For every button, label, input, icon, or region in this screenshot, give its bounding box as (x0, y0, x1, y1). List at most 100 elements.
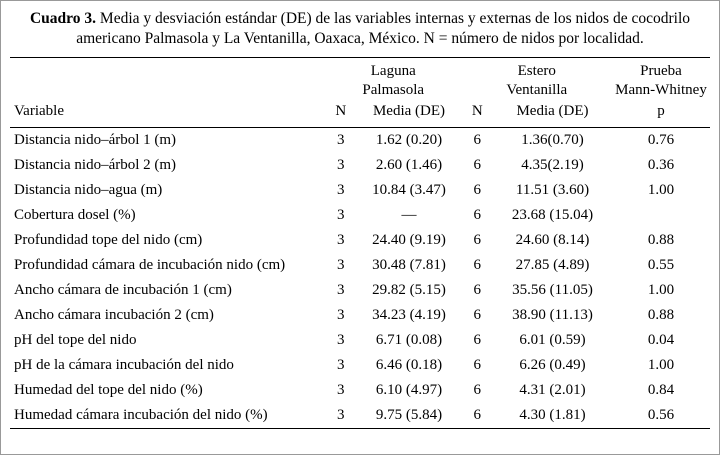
media-palmasola-cell: 30.48 (7.81) (372, 256, 446, 273)
p-value-cell: 1.00 (647, 356, 675, 373)
variable-cell: Profundidad cámara de incubación nido (c… (14, 256, 286, 273)
group-header-line: Laguna (370, 62, 416, 79)
media-palmasola-cell: 34.23 (4.19) (372, 306, 446, 323)
variable-cell: Ancho cámara incubación 2 (cm) (14, 306, 214, 323)
n-ventanilla-cell: 6 (473, 181, 482, 198)
table-row: Ancho cámara de incubación 1 (cm) 3 29.8… (10, 278, 710, 303)
n-ventanilla-cell: 6 (473, 306, 482, 323)
variable-cell: Ancho cámara de incubación 1 (cm) (14, 281, 232, 298)
group-header-ventanilla: Estero Ventanilla (462, 57, 613, 102)
group-header-line: Prueba (640, 62, 682, 79)
p-value-cell: 0.76 (647, 131, 675, 148)
n-palmasola-cell: 3 (337, 231, 345, 248)
variable-cell: Cobertura dosel (%) (14, 206, 136, 223)
media-palmasola-cell: 6.46 (0.18) (375, 356, 443, 373)
media-ventanilla-cell: 4.35(2.19) (521, 156, 584, 173)
table-row: Profundidad tope del nido (cm) 3 24.40 (… (10, 228, 710, 253)
n-palmasola-cell: 3 (337, 156, 345, 173)
media-ventanilla-cell: 6.01 (0.59) (519, 331, 586, 348)
media-ventanilla-cell: 4.30 (1.81) (519, 406, 586, 423)
column-header-n-palmasola: N (325, 101, 357, 128)
n-ventanilla-cell: 6 (473, 406, 482, 423)
media-ventanilla-cell: 6.26 (0.49) (519, 356, 586, 373)
group-header-line: Estero (517, 62, 556, 79)
n-ventanilla-cell: 6 (473, 206, 482, 223)
n-ventanilla-cell: 6 (473, 381, 482, 398)
media-palmasola-cell: — (401, 206, 417, 223)
table-row: Distancia nido–árbol 1 (m) 3 1.62 (0.20)… (10, 127, 710, 153)
media-ventanilla-cell: 1.36(0.70) (521, 131, 584, 148)
variable-cell: pH del tope del nido (14, 331, 137, 348)
column-header-media-palmasola: Media (DE) (356, 101, 462, 128)
variable-cell: Profundidad tope del nido (cm) (14, 231, 203, 248)
n-palmasola-cell: 3 (337, 181, 345, 198)
n-ventanilla-cell: 6 (473, 281, 482, 298)
column-header-n-ventanilla: N (461, 101, 493, 128)
media-ventanilla-cell: 24.60 (8.14) (515, 231, 590, 248)
n-palmasola-cell: 3 (337, 281, 345, 298)
media-ventanilla-cell: 11.51 (3.60) (515, 181, 590, 198)
p-value-cell: 0.56 (647, 406, 675, 423)
media-ventanilla-cell: 38.90 (11.13) (512, 306, 593, 323)
media-ventanilla-cell: 35.56 (11.05) (512, 281, 593, 298)
table-row: Distancia nido–árbol 2 (m) 3 2.60 (1.46)… (10, 153, 710, 178)
table-caption-label: Cuadro 3. (29, 10, 97, 27)
table-row: pH del tope del nido 3 6.71 (0.08) 6 6.0… (10, 328, 710, 353)
group-header-line: Mann-Whitney (615, 82, 707, 99)
n-palmasola-cell: 3 (337, 356, 345, 373)
column-header-p: p (612, 101, 710, 128)
table-row: Humedad del tope del nido (%) 3 6.10 (4.… (10, 378, 710, 403)
media-palmasola-cell: 6.71 (0.08) (375, 331, 443, 348)
group-header-spacer (10, 57, 325, 102)
p-value-cell: 0.55 (647, 256, 675, 273)
n-palmasola-cell: 3 (337, 131, 345, 148)
n-palmasola-cell: 3 (337, 331, 345, 348)
results-table: Laguna Palmasola Estero Ventanilla Prueb… (10, 56, 710, 429)
table-row: Ancho cámara incubación 2 (cm) 3 34.23 (… (10, 303, 710, 328)
n-ventanilla-cell: 6 (473, 156, 482, 173)
variable-cell: Distancia nido–agua (m) (14, 181, 163, 198)
column-header-row: Variable N Media (DE) N Media (DE) p (10, 101, 710, 128)
group-header-palmasola: Laguna Palmasola (325, 57, 462, 102)
column-header-variable: Variable (10, 101, 325, 128)
media-palmasola-cell: 6.10 (4.97) (375, 381, 443, 398)
media-palmasola-cell: 29.82 (5.15) (372, 281, 446, 298)
n-palmasola-cell: 3 (337, 381, 345, 398)
n-palmasola-cell: 3 (337, 306, 345, 323)
group-header-mann-whitney: Prueba Mann-Whitney (612, 57, 710, 102)
n-ventanilla-cell: 6 (473, 231, 482, 248)
column-header-media-ventanilla: Media (DE) (493, 101, 612, 128)
table-row: pH de la cámara incubación del nido 3 6.… (10, 353, 710, 378)
media-palmasola-cell: 24.40 (9.19) (372, 231, 446, 248)
p-value-cell: 0.88 (647, 306, 675, 323)
media-palmasola-cell: 1.62 (0.20) (375, 131, 443, 148)
p-value-cell: 0.04 (647, 331, 675, 348)
n-ventanilla-cell: 6 (473, 131, 482, 148)
n-palmasola-cell: 3 (337, 256, 345, 273)
variable-cell: Distancia nido–árbol 1 (m) (14, 131, 177, 148)
n-palmasola-cell: 3 (337, 406, 345, 423)
variable-cell: Humedad del tope del nido (%) (14, 381, 203, 398)
variable-cell: pH de la cámara incubación del nido (14, 356, 234, 373)
p-value-cell: 0.36 (647, 156, 675, 173)
p-value-cell: 0.88 (647, 231, 675, 248)
media-palmasola-cell: 2.60 (1.46) (375, 156, 443, 173)
p-value-cell (612, 203, 710, 228)
group-header-line: Palmasola (362, 82, 425, 99)
variable-cell: Humedad cámara incubación del nido (%) (14, 406, 268, 423)
group-header-row: Laguna Palmasola Estero Ventanilla Prueb… (10, 57, 710, 102)
media-ventanilla-cell: 4.31 (2.01) (519, 381, 586, 398)
p-value-cell: 1.00 (647, 281, 675, 298)
n-ventanilla-cell: 6 (473, 256, 482, 273)
table-row: Distancia nido–agua (m) 3 10.84 (3.47) 6… (10, 178, 710, 203)
table-row: Profundidad cámara de incubación nido (c… (10, 253, 710, 278)
table-caption-text: Media y desviación estándar (DE) de las … (76, 10, 691, 48)
p-value-cell: 0.84 (647, 381, 675, 398)
table-row: Humedad cámara incubación del nido (%) 3… (10, 403, 710, 429)
media-ventanilla-cell: 23.68 (15.04) (511, 206, 594, 223)
table-row: Cobertura dosel (%) 3 — 6 23.68 (15.04) (10, 203, 710, 228)
table-caption: Cuadro 3. Media y desviación estándar (D… (12, 9, 708, 50)
group-header-line: Ventanilla (506, 82, 568, 99)
n-ventanilla-cell: 6 (473, 331, 482, 348)
